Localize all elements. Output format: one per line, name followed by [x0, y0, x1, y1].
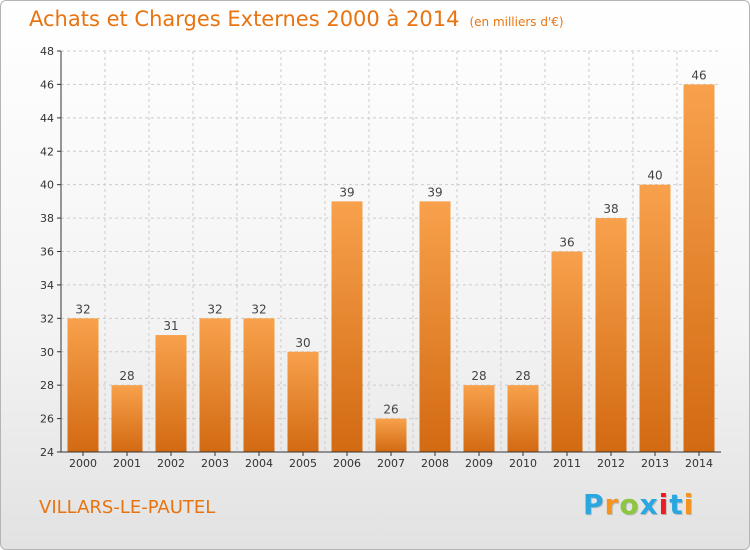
y-tick-label: 48	[40, 45, 54, 58]
data-label: 38	[603, 202, 618, 216]
x-tick-label: 2013	[641, 457, 669, 470]
data-label: 26	[383, 403, 398, 417]
bar	[551, 251, 583, 452]
x-tick-label: 2002	[157, 457, 185, 470]
bar	[639, 184, 671, 452]
data-label: 36	[559, 236, 574, 250]
logo-letter: t	[669, 488, 684, 521]
y-tick-label: 24	[40, 446, 54, 459]
data-label: 28	[119, 369, 134, 383]
x-tick-label: 2007	[377, 457, 405, 470]
x-tick-label: 2003	[201, 457, 229, 470]
y-tick-label: 38	[40, 212, 54, 225]
bar	[243, 318, 275, 452]
data-label: 39	[339, 185, 354, 199]
data-label: 28	[515, 369, 530, 383]
y-tick-label: 46	[40, 78, 54, 91]
bar	[199, 318, 231, 452]
x-tick-label: 2014	[685, 457, 713, 470]
y-tick-label: 36	[40, 246, 54, 259]
y-tick-label: 30	[40, 346, 54, 359]
data-label: 30	[295, 336, 310, 350]
logo-letter: i	[683, 488, 695, 521]
x-tick-label: 2005	[289, 457, 317, 470]
x-tick-label: 2010	[509, 457, 537, 470]
data-label: 32	[207, 302, 222, 316]
bar	[331, 201, 363, 452]
bar-layer	[67, 84, 715, 453]
bar	[111, 385, 143, 452]
chart-title-text: Achats et Charges Externes 2000 à 2014	[29, 7, 460, 31]
data-label: 39	[427, 185, 442, 199]
bar	[287, 351, 319, 452]
y-tick-label: 32	[40, 312, 54, 325]
x-tick-label: 2009	[465, 457, 493, 470]
x-tick-label: 2000	[69, 457, 97, 470]
data-label: 32	[75, 302, 90, 316]
proxiti-logo: Proxiti	[583, 488, 694, 521]
data-label: 28	[471, 369, 486, 383]
bar	[419, 201, 451, 452]
y-tick-label: 44	[40, 112, 54, 125]
x-tick-label: 2011	[553, 457, 581, 470]
logo-letter: P	[583, 488, 605, 521]
x-tick-label: 2006	[333, 457, 361, 470]
logo-letter: x	[639, 488, 659, 521]
y-tick-label: 34	[40, 279, 54, 292]
x-tick-label: 2001	[113, 457, 141, 470]
data-label: 31	[163, 319, 178, 333]
x-tick-label: 2008	[421, 457, 449, 470]
y-tick-label: 28	[40, 379, 54, 392]
chart-subtitle: (en milliers d'€)	[469, 15, 564, 29]
chart-title: Achats et Charges Externes 2000 à 2014 (e…	[29, 7, 564, 31]
y-tick-label: 26	[40, 413, 54, 426]
label-layer: 32 28 31 32 32 30 39 26 39 28 28 36 38 40 46	[75, 68, 706, 416]
location-label: VILLARS-LE-PAUTEL	[39, 497, 216, 518]
data-label: 46	[691, 68, 706, 82]
bar	[155, 335, 187, 452]
axis-layer: 24 26 28 30 32 34 36 38 40 42 44 46 48 2000 2001 2002 20…	[40, 45, 721, 470]
bar	[463, 385, 495, 452]
bar	[595, 218, 627, 452]
logo-letter: r	[604, 488, 620, 521]
logo-letter: o	[619, 488, 640, 521]
x-tick-label: 2004	[245, 457, 273, 470]
logo-letter: i	[658, 488, 670, 521]
bar	[683, 84, 715, 453]
y-tick-label: 42	[40, 145, 54, 158]
data-label: 40	[647, 169, 662, 183]
data-label: 32	[251, 302, 266, 316]
bar	[67, 318, 99, 452]
bar	[375, 418, 407, 452]
x-tick-label: 2012	[597, 457, 625, 470]
y-tick-label: 40	[40, 179, 54, 192]
bar	[507, 385, 539, 452]
